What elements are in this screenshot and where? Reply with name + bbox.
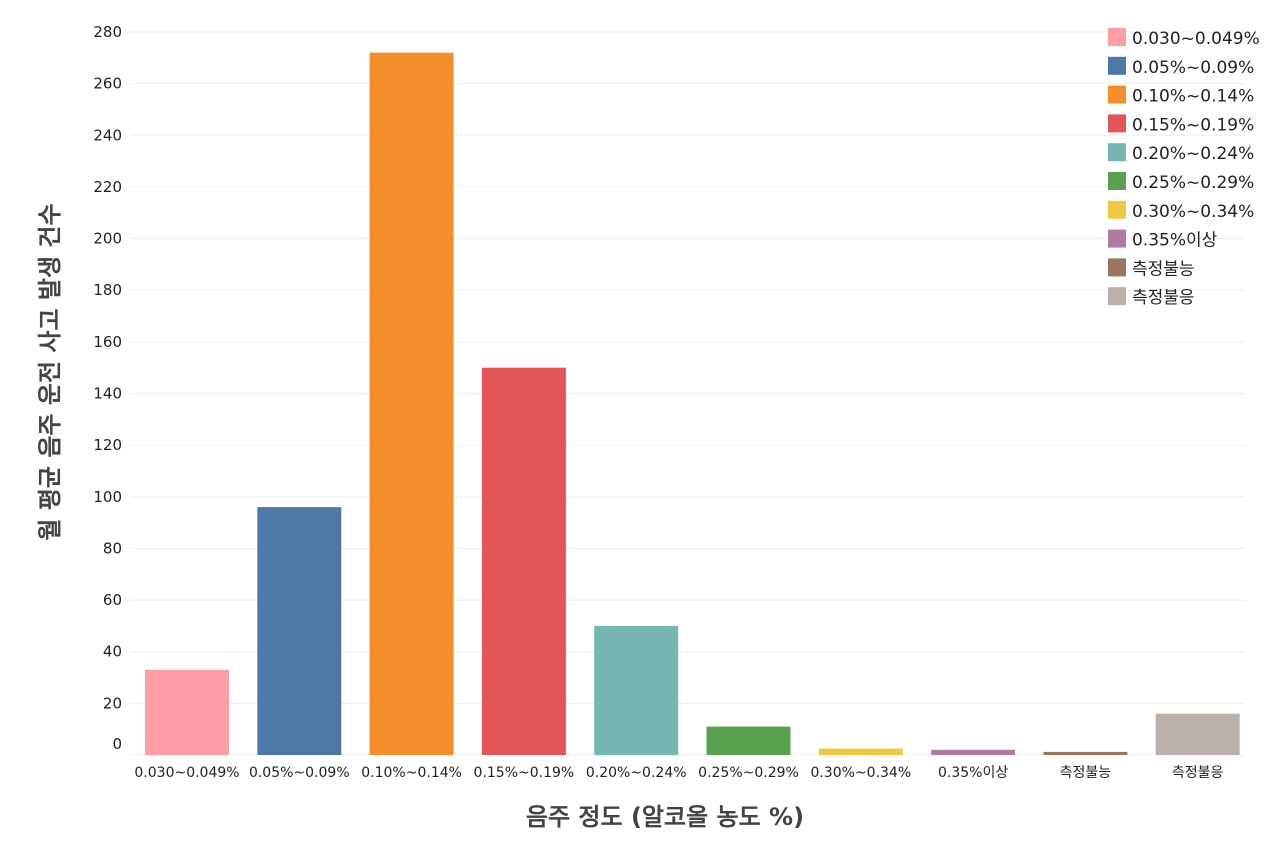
legend-label: 측정불능 [1132,259,1195,279]
y-tick-label: 220 [93,178,122,196]
x-tick-label: 0.30%~0.34% [810,765,911,781]
legend-swatch [1108,143,1126,162]
legend-label: 0.20%~0.24% [1132,144,1254,164]
y-tick-label: 280 [93,23,122,41]
y-tick-label: 40 [103,643,122,661]
legend-swatch [1108,28,1126,46]
legend-swatch [1108,258,1126,277]
bar [818,748,903,755]
y-tick-label: 0 [112,735,122,753]
y-tick-label: 160 [93,333,122,351]
y-axis-ticks: 0 20 40 60 80 100 120 140 160 180 200 220 240 260 280 [93,23,122,753]
y-tick-label: 200 [93,230,122,248]
y-tick-label: 60 [103,591,122,609]
x-tick-label: 측정불능 [1060,765,1112,781]
bar [481,367,566,755]
bar [1043,751,1128,755]
legend-label: 측정불응 [1132,288,1195,308]
x-axis-title: 음주 정도 (알코올 농도 %) [526,803,804,831]
y-tick-label: 260 [93,75,122,93]
legend-swatch [1108,172,1126,190]
legend-label: 0.10%~0.14% [1132,87,1254,107]
legend-swatch [1108,200,1126,219]
bar [145,669,229,755]
bar [257,507,342,755]
y-tick-label: 240 [93,126,122,144]
gridlines [130,31,1245,756]
legend-label: 0.35%이상 [1132,231,1218,251]
x-tick-label: 0.35%이상 [938,765,1008,781]
bar [706,726,791,755]
legend-swatch [1108,56,1126,75]
y-tick-label: 20 [103,694,122,712]
legend: 0.030~0.049% 0.05%~0.09% 0.10%~0.14% 0.15%~… [1108,28,1260,308]
y-tick-label: 80 [103,539,122,557]
x-tick-label: 0.20%~0.24% [586,765,687,781]
bar [1155,713,1240,755]
x-tick-label: 측정불응 [1172,765,1224,781]
legend-label: 0.05%~0.09% [1132,58,1254,78]
legend-label: 0.25%~0.29% [1132,173,1254,193]
bar [594,625,679,755]
legend-swatch [1108,114,1126,133]
y-tick-label: 120 [93,436,122,454]
legend-swatch [1108,229,1126,248]
legend-label: 0.030~0.049% [1132,29,1260,49]
bar [369,52,454,755]
y-tick-label: 180 [93,281,122,299]
legend-swatch [1108,287,1126,306]
x-tick-label: 0.25%~0.29% [698,765,799,781]
y-tick-label: 140 [93,385,122,403]
legend-label: 0.15%~0.19% [1132,115,1254,135]
bars [145,52,1240,755]
x-tick-label: 0.15%~0.19% [474,765,575,781]
x-tick-label: 0.10%~0.14% [361,765,462,781]
y-tick-label: 100 [93,488,122,506]
y-axis-title: 월 평균 음주 운전 사고 발생 건수 [36,203,64,540]
legend-swatch [1108,85,1126,104]
x-tick-label: 0.030~0.049% [134,765,239,781]
legend-label: 0.30%~0.34% [1132,202,1254,222]
x-tick-label: 0.05%~0.09% [249,765,350,781]
x-axis-ticks: 0.030~0.049% 0.05%~0.09% 0.10%~0.14% 0.15%~… [134,765,1223,781]
bar [931,749,1016,755]
